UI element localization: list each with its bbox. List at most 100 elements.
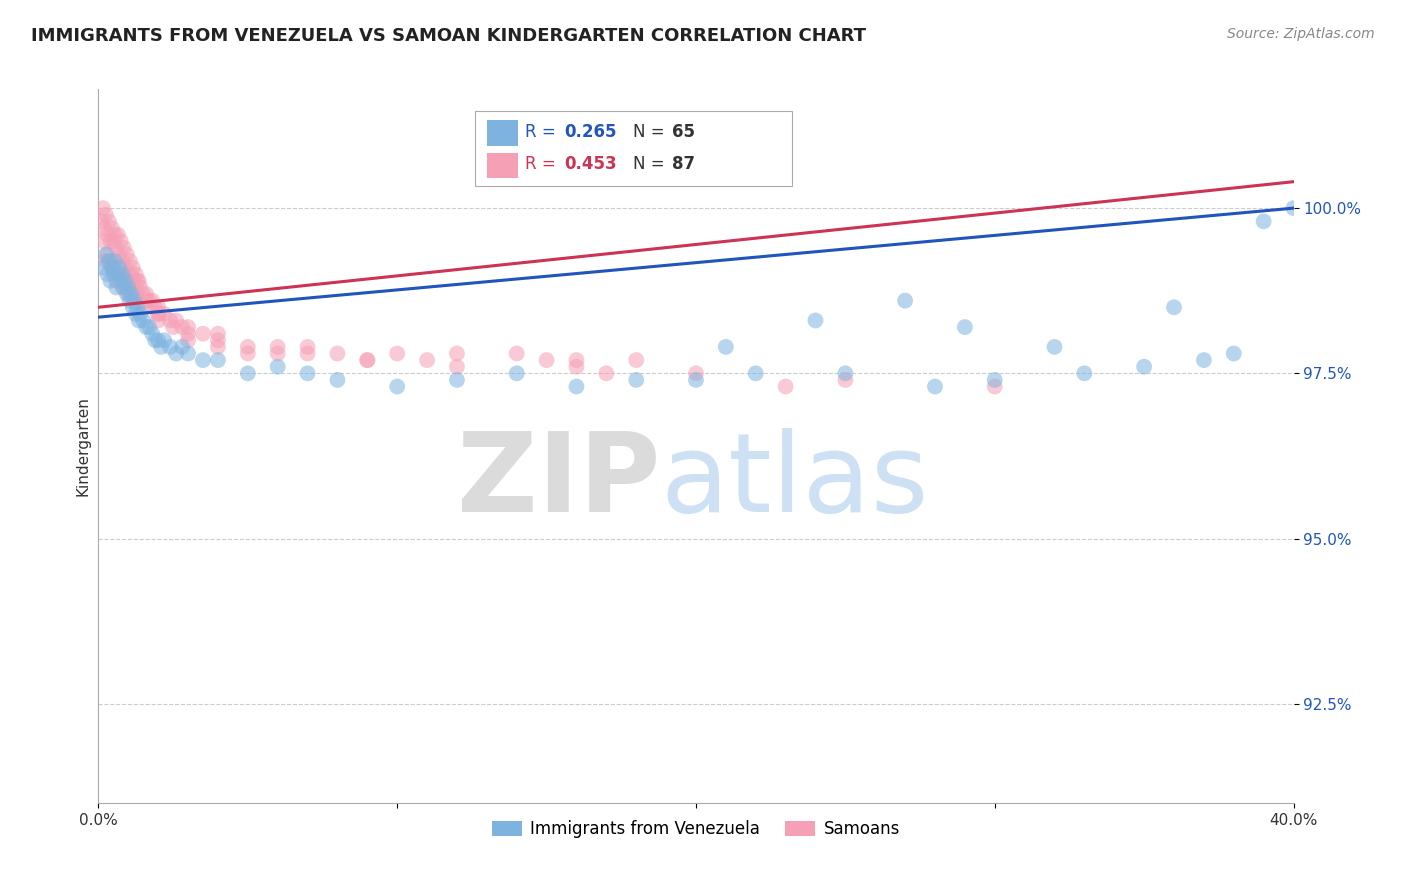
Point <box>385 346 409 360</box>
Point <box>191 326 214 341</box>
Point <box>177 333 200 347</box>
Point <box>105 241 128 255</box>
Point <box>207 353 229 368</box>
Point <box>236 346 259 360</box>
Point <box>297 367 319 381</box>
Point <box>834 367 856 381</box>
Point <box>446 373 468 387</box>
Point <box>93 221 115 235</box>
Point <box>1192 353 1215 368</box>
Point <box>98 254 122 268</box>
Text: R =: R = <box>524 155 561 173</box>
Point <box>108 260 131 275</box>
Point <box>96 247 118 261</box>
Point <box>894 293 917 308</box>
Point <box>114 274 136 288</box>
Point <box>111 280 134 294</box>
Point <box>120 267 142 281</box>
Point <box>124 293 146 308</box>
Point <box>118 254 141 268</box>
Point <box>114 260 136 275</box>
Point <box>107 227 129 242</box>
Point <box>177 346 200 360</box>
Point <box>143 333 166 347</box>
Point <box>984 373 1007 387</box>
Point <box>98 234 122 248</box>
Point <box>595 367 617 381</box>
Point <box>416 353 439 368</box>
Point <box>118 293 141 308</box>
Point <box>565 353 588 368</box>
Point <box>97 214 120 228</box>
Point <box>153 307 176 321</box>
Point <box>150 340 173 354</box>
Point <box>94 208 117 222</box>
Point <box>112 241 135 255</box>
Point <box>110 274 132 288</box>
Point <box>446 359 468 374</box>
Legend: Immigrants from Venezuela, Samoans: Immigrants from Venezuela, Samoans <box>485 814 907 845</box>
Text: 65: 65 <box>672 123 695 141</box>
Text: Source: ZipAtlas.com: Source: ZipAtlas.com <box>1227 27 1375 41</box>
Point <box>236 367 259 381</box>
Point <box>148 300 170 314</box>
Point <box>685 367 707 381</box>
Point <box>108 267 131 281</box>
Point <box>236 340 259 354</box>
Point <box>94 254 117 268</box>
Point <box>1223 346 1246 360</box>
Point <box>125 307 148 321</box>
Point <box>103 234 125 248</box>
Point <box>101 260 124 275</box>
Point <box>159 340 181 354</box>
Point <box>506 346 529 360</box>
Point <box>745 367 768 381</box>
Point <box>117 280 139 294</box>
Point <box>356 353 378 368</box>
Point <box>356 353 378 368</box>
Point <box>297 346 319 360</box>
Point <box>177 326 200 341</box>
Point <box>98 274 122 288</box>
Point <box>834 373 856 387</box>
Point <box>121 300 143 314</box>
Point <box>148 307 170 321</box>
Point <box>111 267 134 281</box>
Point <box>117 287 139 301</box>
Point <box>127 287 149 301</box>
Point <box>120 287 142 301</box>
Point <box>115 247 138 261</box>
Point <box>96 267 118 281</box>
Point <box>132 287 155 301</box>
Text: N =: N = <box>633 155 669 173</box>
Point <box>165 313 187 327</box>
Point <box>267 340 290 354</box>
Point <box>267 346 290 360</box>
Point <box>124 287 146 301</box>
Point <box>117 267 139 281</box>
Point <box>104 227 127 242</box>
Point <box>1133 359 1156 374</box>
Point <box>191 353 214 368</box>
Point <box>107 267 129 281</box>
Point <box>177 320 200 334</box>
Point <box>132 313 155 327</box>
Point <box>804 313 827 327</box>
Point <box>1043 340 1066 354</box>
Point <box>1073 367 1095 381</box>
Point <box>626 373 648 387</box>
Point <box>135 320 157 334</box>
Point <box>128 274 150 288</box>
Text: 87: 87 <box>672 155 695 173</box>
Point <box>115 287 138 301</box>
Point <box>120 280 142 294</box>
Point <box>128 313 150 327</box>
Point <box>105 280 128 294</box>
Point <box>1253 214 1275 228</box>
Point <box>446 346 468 360</box>
Point <box>172 320 194 334</box>
Point <box>103 267 125 281</box>
Point <box>124 274 146 288</box>
Text: ZIP: ZIP <box>457 428 661 535</box>
FancyBboxPatch shape <box>475 111 792 186</box>
